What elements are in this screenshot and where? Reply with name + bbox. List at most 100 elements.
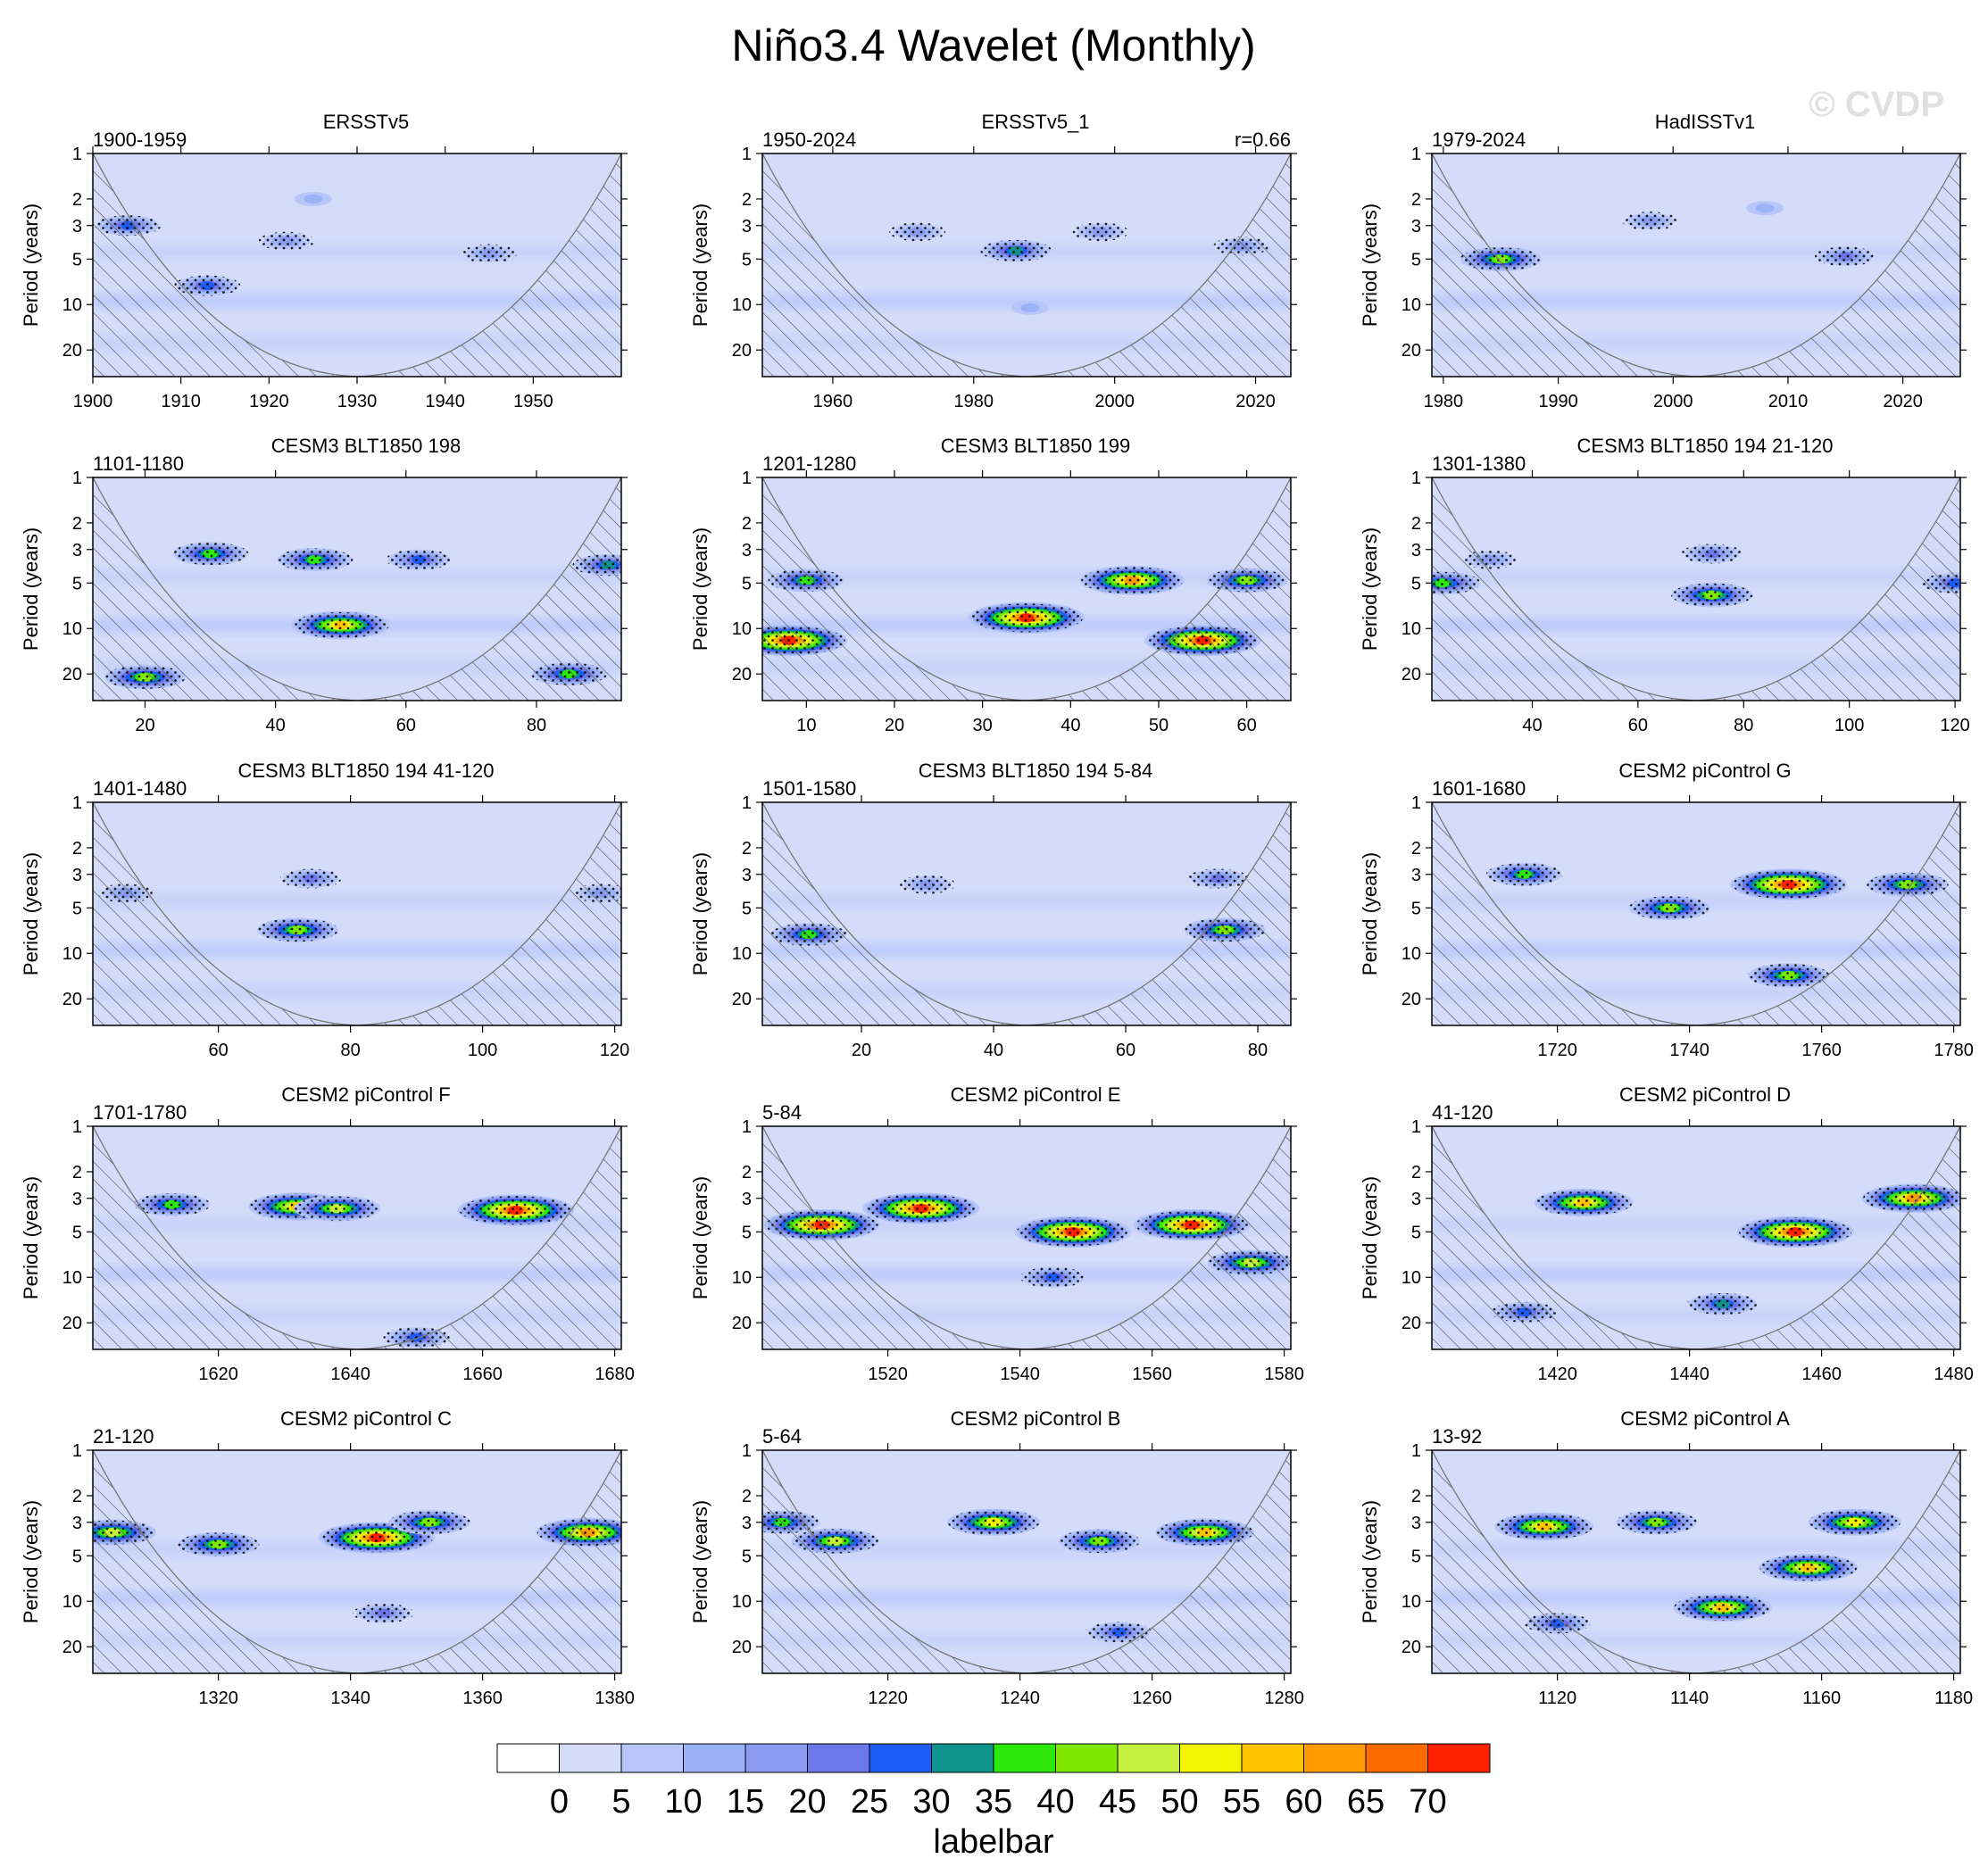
significance-stipple (256, 917, 339, 942)
y-tick-label: 1 (72, 145, 82, 164)
labelbar-swatch (1303, 1743, 1367, 1773)
figure-title: Niño3.4 Wavelet (Monthly) (731, 21, 1255, 71)
plot-area (762, 1450, 1291, 1673)
y-tick-label: 2 (1411, 839, 1421, 859)
x-tick-label: 1660 (462, 1365, 503, 1384)
labelbar-tick-label: 15 (727, 1783, 764, 1821)
x-tick-label: 1980 (954, 392, 994, 411)
y-tick-label: 2 (72, 1163, 82, 1182)
x-tick-label: 1910 (161, 392, 201, 411)
y-tick-label: 5 (1411, 574, 1421, 593)
y-tick-label: 2 (72, 190, 82, 210)
cone-of-influence-hatch (1432, 802, 1960, 1025)
plot-frame (1431, 477, 1961, 701)
panel-title: ERSSTv5_1 (981, 111, 1089, 133)
x-tick-label: 1180 (1934, 1689, 1973, 1708)
y-tick-label: 20 (62, 341, 82, 361)
plot-area (93, 1450, 621, 1673)
y-tick-label: 2 (742, 190, 752, 210)
y-tick-label: 3 (742, 217, 752, 236)
power-band (93, 895, 621, 907)
x-tick-label: 1620 (198, 1365, 238, 1384)
wavelet-panel: 1 2 3 5 10 20 Period (years) 20 40 60 80 CESM3 BLT1… (20, 435, 628, 735)
x-tick-label: 1990 (1538, 392, 1578, 411)
y-axis-label: Period (years) (1359, 203, 1381, 327)
labelbar-swatch (931, 1743, 994, 1773)
y-tick-label: 3 (1411, 217, 1421, 236)
wavelet-panel: 1 2 3 5 10 20 Period (years) 1120 1140 1160 1180 CE… (1359, 1407, 1973, 1708)
wavelet-panel: 1 2 3 5 10 20 Period (years) 60 80 100 120 CESM3 BL… (20, 759, 629, 1060)
cone-of-influence-hatch (762, 1126, 1291, 1349)
y-tick-label: 1 (742, 1117, 752, 1137)
y-tick-label: 3 (72, 1190, 82, 1209)
y-tick-label: 1 (742, 793, 752, 813)
cone-of-influence-hatch (1432, 477, 1960, 701)
cone-of-influence-line (762, 1450, 1291, 1673)
significance-stipple (1019, 1266, 1086, 1288)
y-tick-label: 3 (1411, 866, 1421, 885)
panel-period-label: 1701-1780 (93, 1101, 187, 1124)
y-tick-label: 3 (742, 541, 752, 560)
significance-stipple (1628, 896, 1711, 920)
significance-stipple (1135, 1210, 1248, 1240)
y-axis-label: Period (years) (20, 852, 42, 975)
panel-period-label: 1401-1480 (93, 777, 187, 800)
y-axis-label: Period (years) (689, 203, 711, 327)
cone-of-influence-hatch (762, 802, 1291, 1025)
wavelet-panel: 1 2 3 5 10 20 Period (years) 20 40 60 80 CESM3 BLT1… (689, 759, 1297, 1060)
x-tick-label: 1360 (462, 1689, 503, 1708)
power-band (1432, 944, 1960, 956)
panel-title: CESM2 piControl D (1619, 1083, 1791, 1106)
cone-of-influence-line (1432, 1450, 1960, 1673)
significance-stipple (459, 1196, 572, 1225)
cone-of-influence-hatch (762, 1450, 1291, 1673)
labelbar-swatch (1241, 1743, 1304, 1773)
cone-of-influence-line (93, 1126, 621, 1349)
plot-area (762, 802, 1291, 1025)
power-band (93, 1592, 621, 1604)
plot-area (762, 477, 1291, 701)
x-tick-label: 20 (885, 716, 904, 735)
cone-of-influence-hatch (762, 154, 1291, 377)
labelbar-swatch (993, 1743, 1056, 1773)
y-tick-label: 2 (72, 839, 82, 859)
significance-stipple (970, 603, 1083, 633)
panel-title: CESM3 BLT1850 199 (941, 435, 1130, 457)
labelbar-swatch (496, 1743, 560, 1773)
panel-title: CESM2 piControl E (951, 1083, 1121, 1106)
x-tick-label: 1760 (1801, 1041, 1842, 1060)
y-tick-label: 20 (732, 341, 752, 361)
wavelet-panel: 1 2 3 5 10 20 Period (years) 1420 1440 1460 1480 CE… (1359, 1083, 1974, 1384)
labelbar-swatch (683, 1743, 746, 1773)
plot-frame (92, 1449, 622, 1674)
significance-stipple (294, 1196, 381, 1221)
x-tick-label: 1260 (1132, 1689, 1172, 1708)
significance-stipple (276, 548, 354, 571)
y-tick-label: 1 (72, 469, 82, 488)
plot-frame (1431, 1449, 1961, 1674)
x-tick-label: 1980 (1424, 392, 1464, 411)
panel-title: CESM3 BLT1850 194 41-120 (238, 759, 495, 782)
significance-stipple (177, 1532, 260, 1556)
plot-frame (92, 477, 622, 701)
labelbar-tick-label: 45 (1099, 1783, 1136, 1821)
x-tick-label: 120 (600, 1041, 629, 1060)
power-band (1432, 1268, 1960, 1280)
panels: 1 2 3 5 10 20 Period (years) 1900 1910 1920 1930 19… (20, 111, 1974, 1708)
power-band (93, 295, 621, 307)
plot-area (93, 154, 621, 377)
y-tick-label: 5 (72, 899, 82, 918)
x-tick-label: 1940 (425, 392, 464, 411)
cone-of-influence-line (762, 1126, 1291, 1349)
plot-frame (1431, 153, 1961, 378)
x-tick-label: 1900 (73, 392, 113, 411)
x-tick-label: 1960 (813, 392, 853, 411)
y-tick-label: 5 (1411, 899, 1421, 918)
cone-of-influence-hatch (93, 1126, 621, 1349)
labelbar-tick-label: 70 (1409, 1783, 1446, 1821)
y-tick-label: 1 (1411, 1117, 1421, 1137)
y-tick-label: 10 (62, 619, 82, 639)
y-tick-label: 3 (742, 1190, 752, 1209)
y-tick-label: 3 (72, 541, 82, 560)
y-tick-label: 10 (1402, 295, 1421, 315)
